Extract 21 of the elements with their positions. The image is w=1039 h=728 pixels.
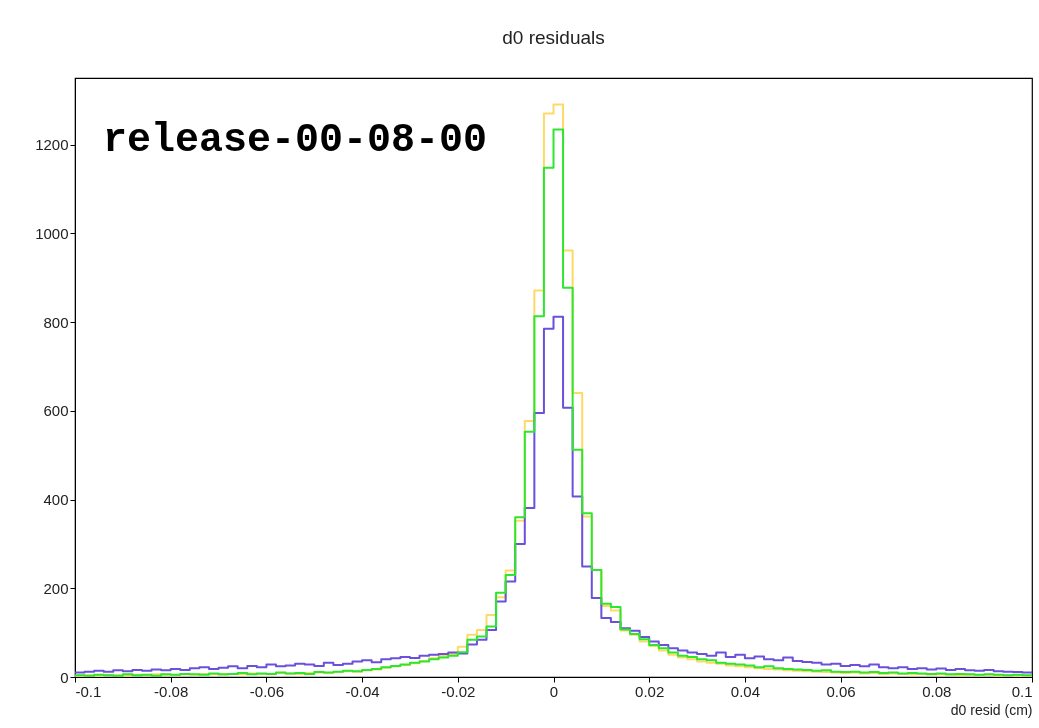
chart-title: d0 residuals [502, 27, 605, 48]
x-tick-label: -0.06 [249, 682, 284, 700]
y-tick-label: 400 [43, 491, 69, 509]
x-tick-label: 0.02 [635, 682, 665, 700]
y-tick-label: 1200 [35, 136, 69, 154]
y-tick-label: 200 [43, 579, 69, 597]
x-tick-label: 0.06 [826, 682, 856, 700]
x-tick-label: 0 [549, 682, 559, 700]
x-tick-label: 0.1 [1011, 682, 1033, 700]
x-tick-label: 0.04 [730, 682, 760, 700]
x-tick-label: 0.08 [922, 682, 952, 700]
x-tick-label: -0.08 [154, 682, 189, 700]
x-tick-label: -0.1 [75, 682, 102, 700]
y-tick-label: 800 [43, 313, 69, 331]
y-tick-label: 600 [43, 402, 69, 420]
y-tick-label: 1000 [35, 224, 69, 242]
x-tick-label: -0.02 [441, 682, 476, 700]
x-tick-label: -0.04 [345, 682, 380, 700]
x-axis-title: d0 resid (cm) [950, 701, 1033, 718]
annotation: release-00-08-00 [103, 118, 488, 163]
y-tick-label: 0 [60, 668, 69, 686]
